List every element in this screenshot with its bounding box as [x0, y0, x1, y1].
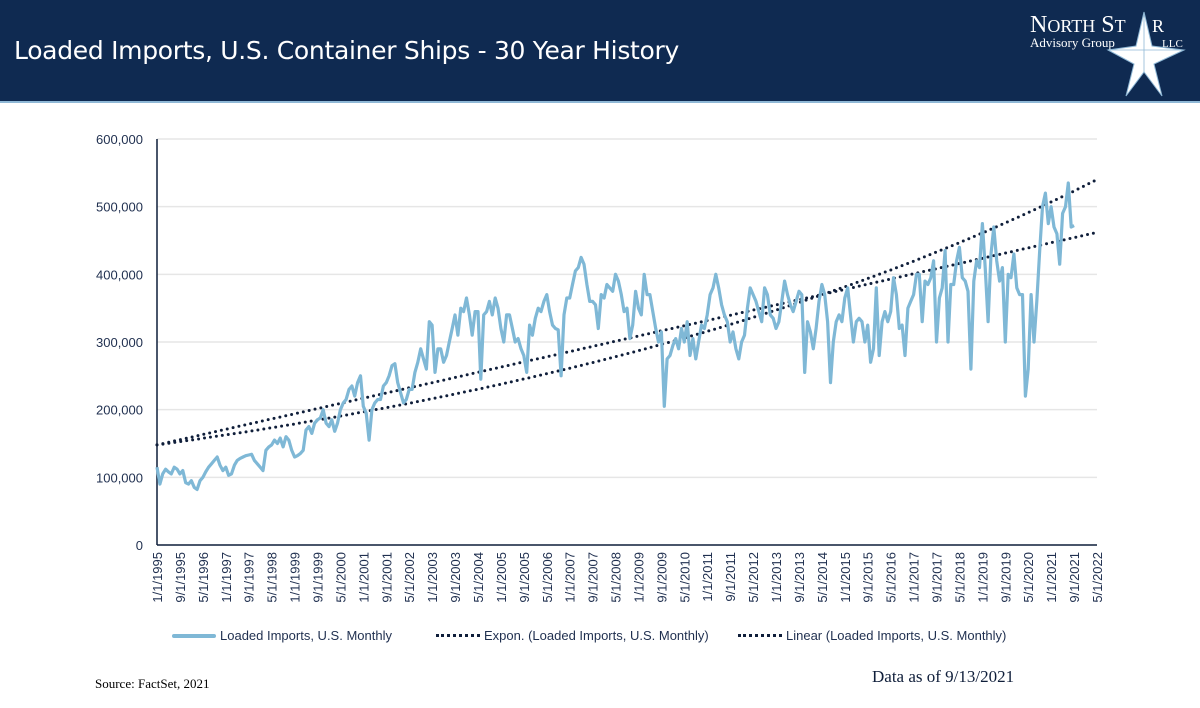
x-tick-label: 5/1/2000 [333, 552, 348, 603]
x-tick-label: 1/1/2003 [425, 552, 440, 603]
x-tick-label: 9/1/2005 [517, 552, 532, 603]
y-tick-label: 100,000 [96, 470, 143, 485]
x-tick-label: 5/1/2016 [884, 552, 899, 603]
x-tick-label: 1/1/2005 [494, 552, 509, 603]
legend-label: Expon. (Loaded Imports, U.S. Monthly) [484, 628, 709, 643]
legend-swatch-dotted [436, 634, 480, 637]
x-tick-label: 1/1/2009 [631, 552, 646, 603]
svg-text:NORTH ST: NORTH ST [1030, 12, 1126, 38]
x-tick-label: 5/1/2022 [1090, 552, 1105, 603]
x-tick-label: 9/1/2019 [998, 552, 1013, 603]
x-tick-label: 9/1/2009 [654, 552, 669, 603]
legend-swatch-solid [172, 633, 216, 638]
y-tick-label: 500,000 [96, 200, 143, 215]
y-tick-label: 600,000 [96, 132, 143, 147]
x-tick-label: 1/1/2019 [975, 552, 990, 603]
north-star-logo: NORTH ST R Advisory Group LLC [1030, 11, 1186, 97]
exponential-trendline [155, 178, 1099, 447]
chart-legend: Loaded Imports, U.S. Monthly Expon. (Loa… [0, 628, 1200, 648]
x-tick-label: 5/1/2018 [952, 552, 967, 603]
legend-item-expon: Expon. (Loaded Imports, U.S. Monthly) [436, 628, 709, 643]
x-tick-label: 9/1/2017 [930, 552, 945, 603]
linear-trendline [155, 230, 1099, 447]
x-tick-label: 9/1/2003 [448, 552, 463, 603]
x-tick-label: 5/1/1996 [196, 552, 211, 603]
x-tick-label: 5/1/2020 [1021, 552, 1036, 603]
x-tick-label: 1/1/2013 [769, 552, 784, 603]
x-tick-label: 9/1/2021 [1067, 552, 1082, 603]
legend-item-linear: Linear (Loaded Imports, U.S. Monthly) [738, 628, 1006, 643]
legend-label: Linear (Loaded Imports, U.S. Monthly) [786, 628, 1007, 643]
x-tick-label: 9/1/1997 [242, 552, 257, 603]
legend-label: Loaded Imports, U.S. Monthly [220, 628, 392, 643]
svg-text:R: R [1152, 16, 1164, 36]
x-tick-label: 9/1/2001 [379, 552, 394, 603]
x-tick-label: 1/1/2011 [700, 552, 715, 602]
x-tick-label: 1/1/2021 [1044, 552, 1059, 603]
y-tick-label: 0 [136, 538, 143, 553]
svg-text:Advisory Group: Advisory Group [1030, 35, 1115, 50]
svg-text:LLC: LLC [1162, 38, 1183, 50]
x-tick-label: 9/1/2007 [586, 552, 601, 603]
x-tick-label: 5/1/2010 [677, 552, 692, 603]
x-tick-label: 9/1/1995 [173, 552, 188, 603]
x-tick-label: 1/1/1999 [288, 552, 303, 603]
header-banner: Loaded Imports, U.S. Container Ships - 3… [0, 0, 1200, 103]
monthly-series-line [155, 181, 1075, 492]
x-tick-label: 5/1/2008 [609, 552, 624, 603]
y-tick-label: 300,000 [96, 335, 143, 350]
x-tick-label: 9/1/2011 [723, 552, 738, 602]
x-tick-label: 5/1/2012 [746, 552, 761, 603]
y-tick-label: 400,000 [96, 267, 143, 282]
x-tick-label: 1/1/2015 [838, 552, 853, 603]
x-tick-label: 5/1/2004 [471, 552, 486, 603]
x-tick-label: 1/1/1997 [219, 552, 234, 603]
x-tick-label: 1/1/2007 [563, 552, 578, 603]
x-tick-label: 5/1/1998 [265, 552, 280, 603]
legend-item-monthly: Loaded Imports, U.S. Monthly [172, 628, 392, 643]
x-tick-label: 1/1/1995 [150, 552, 165, 603]
x-tick-label: 1/1/2001 [356, 552, 371, 603]
x-tick-label: 9/1/1999 [310, 552, 325, 603]
source-note: Source: FactSet, 2021 [95, 676, 210, 691]
x-tick-label: 9/1/2015 [861, 552, 876, 603]
page-title: Loaded Imports, U.S. Container Ships - 3… [14, 36, 680, 65]
x-tick-label: 9/1/2013 [792, 552, 807, 603]
y-tick-label: 200,000 [96, 403, 143, 418]
x-tick-label: 5/1/2006 [540, 552, 555, 603]
legend-swatch-dotted [738, 634, 782, 637]
x-tick-label: 5/1/2014 [815, 552, 830, 603]
x-tick-label: 5/1/2002 [402, 552, 417, 603]
x-tick-label: 1/1/2017 [907, 552, 922, 603]
data-as-of: Data as of 9/13/2021 [872, 667, 1015, 686]
